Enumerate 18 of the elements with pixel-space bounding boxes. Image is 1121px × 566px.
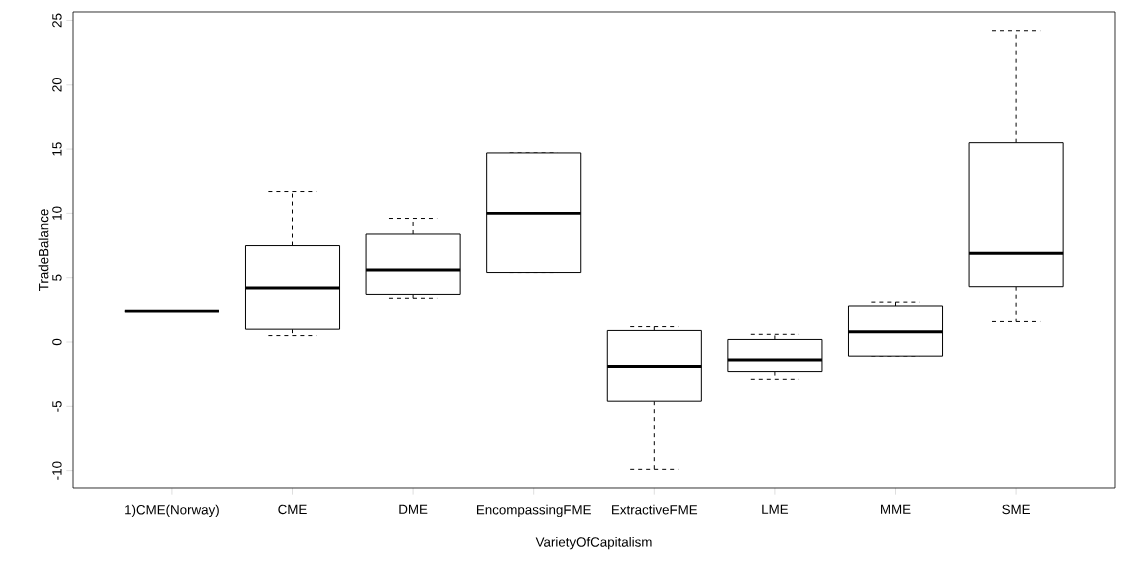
x-tick-label: EncompassingFME [476,504,591,518]
x-tick-label: LME [762,504,789,514]
x-axis-title: VarietyOfCapitalism [535,536,652,550]
x-tick-label: MME [881,504,911,514]
x-tick-label: ExtractiveFME [612,504,698,515]
y-tick-label: -5 [52,400,62,412]
y-tick-label: 15 [52,142,62,156]
x-tick-label: DME [399,504,428,514]
y-tick-label: 25 [52,13,62,28]
y-axis-title: TradeBalance [38,209,49,291]
x-tick-label: SME [1002,504,1030,515]
x-tick-label: CME [278,504,307,515]
y-tick-label: 5 [52,274,62,281]
x-tick-label: 1)CME(Norway) [125,504,219,518]
y-tick-label: 0 [52,338,62,346]
y-tick-label: -10 [52,461,62,480]
y-tick-label: 10 [52,206,62,220]
y-tick-label: 20 [52,77,62,92]
